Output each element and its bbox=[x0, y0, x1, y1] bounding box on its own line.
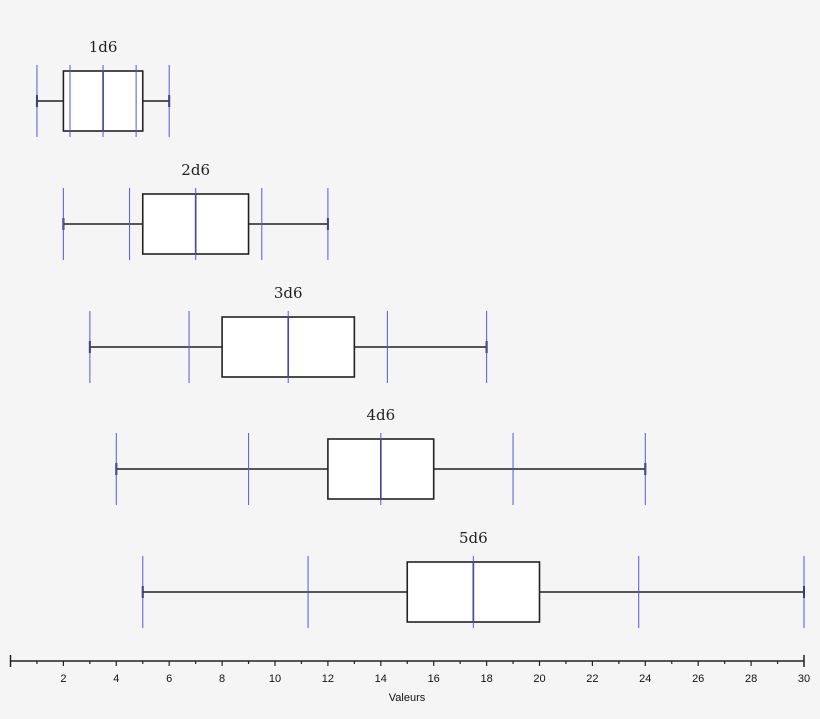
x-tick-label: 22 bbox=[586, 673, 598, 685]
series-label: 4d6 bbox=[366, 406, 395, 424]
x-tick-label: 2 bbox=[60, 673, 66, 685]
x-tick-label: 4 bbox=[113, 673, 119, 685]
series-label: 1d6 bbox=[89, 38, 118, 56]
x-tick-label: 28 bbox=[745, 673, 757, 685]
x-tick-label: 24 bbox=[639, 673, 651, 685]
boxplot-2d6: 2d6 bbox=[62, 161, 329, 260]
series-label: 2d6 bbox=[181, 161, 210, 179]
x-tick-label: 30 bbox=[798, 673, 810, 685]
x-tick-label: 6 bbox=[166, 673, 172, 685]
x-tick-label: 26 bbox=[692, 673, 704, 685]
boxplot-5d6: 5d6 bbox=[141, 529, 805, 628]
boxplot-1d6: 1d6 bbox=[35, 38, 171, 137]
x-tick-label: 10 bbox=[269, 673, 281, 685]
x-tick-label: 8 bbox=[219, 673, 225, 685]
series-label: 3d6 bbox=[274, 284, 303, 302]
x-tick-label: 18 bbox=[480, 673, 492, 685]
x-tick-label: 12 bbox=[322, 673, 334, 685]
x-axis-label: Valeurs bbox=[389, 692, 426, 704]
series-label: 5d6 bbox=[459, 529, 488, 547]
x-tick-label: 16 bbox=[428, 673, 440, 685]
x-tick-label: 20 bbox=[533, 673, 545, 685]
x-tick-label: 14 bbox=[375, 673, 387, 685]
boxplot-3d6: 3d6 bbox=[88, 284, 488, 383]
boxplot-4d6: 4d6 bbox=[115, 406, 647, 505]
